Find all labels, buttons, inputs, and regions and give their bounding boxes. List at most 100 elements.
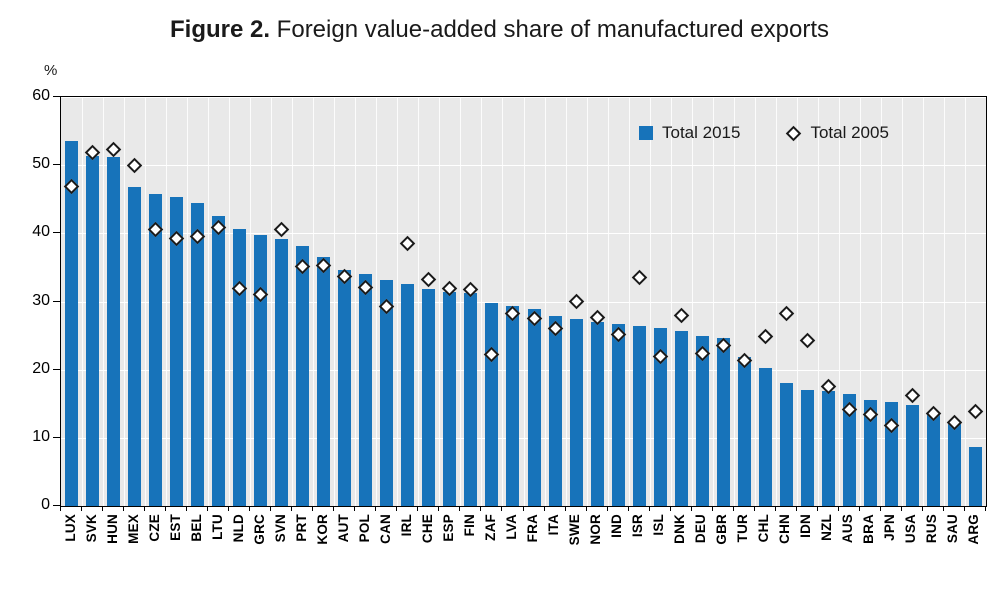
bar-RUS — [926, 412, 940, 506]
x-tick — [123, 506, 125, 511]
gridline-h-50 — [61, 165, 986, 167]
x-tick — [228, 506, 230, 511]
y-tick-20 — [53, 368, 60, 370]
x-tick — [816, 506, 818, 511]
chart-title-prefix: Figure 2. — [169, 16, 271, 43]
y-tick-30 — [53, 300, 60, 302]
x-tick-label-DNK: DNK — [672, 514, 688, 544]
x-tick — [774, 506, 776, 511]
diamond-CHE — [421, 271, 437, 287]
bar-IDN — [800, 390, 814, 506]
y-axis-unit-label: % — [44, 62, 58, 79]
x-tick-label-EST: EST — [167, 514, 183, 541]
bar-CHN — [779, 382, 793, 506]
x-tick-label-ZAF: ZAF — [482, 514, 498, 541]
bar-HUN — [107, 156, 121, 506]
y-tick-60 — [53, 96, 60, 97]
x-tick-label-HUN: HUN — [104, 514, 120, 544]
x-tick — [144, 506, 146, 511]
bar-ISR — [632, 326, 646, 506]
x-tick — [543, 506, 545, 511]
x-tick-label-LUX: LUX — [62, 514, 78, 542]
bar-SVN — [275, 238, 289, 506]
bar-ARG — [968, 446, 982, 506]
x-tick — [165, 506, 167, 511]
x-tick-label-ARG: ARG — [966, 514, 982, 545]
diamond-MEX — [126, 158, 143, 174]
diamond-IDN — [799, 332, 816, 349]
gridline-h-40 — [61, 233, 986, 235]
x-tick-label-FIN: FIN — [461, 514, 477, 537]
bar-IRL — [401, 283, 415, 506]
x-tick-label-LVA: LVA — [503, 514, 519, 540]
x-tick-label-CHN: CHN — [777, 514, 793, 544]
x-tick-label-NZL: NZL — [819, 514, 835, 541]
gridline-h-60 — [61, 97, 986, 98]
x-tick-label-ESP: ESP — [440, 514, 456, 542]
x-tick — [900, 506, 902, 511]
y-tick-50 — [53, 164, 60, 166]
x-tick-label-CHL: CHL — [756, 514, 772, 543]
chart-title-text: Foreign value-added share of manufacture… — [270, 16, 830, 43]
x-tick — [186, 506, 188, 511]
x-tick-label-BEL: BEL — [188, 514, 204, 542]
bar-DNK — [674, 330, 688, 506]
bar-MEX — [128, 186, 142, 506]
bar-NOR — [590, 321, 604, 506]
y-tick-label-0: 0 — [41, 496, 50, 513]
bar-IND — [611, 323, 625, 506]
x-tick-label-LTU: LTU — [209, 514, 225, 540]
diamond-IRL — [400, 235, 416, 252]
bar-ESP — [443, 291, 457, 506]
x-tick-label-USA: USA — [903, 514, 919, 544]
bar-GBR — [716, 338, 730, 506]
x-tick — [753, 506, 755, 511]
bar-SVK — [86, 156, 100, 506]
x-tick — [312, 506, 314, 511]
x-tick — [417, 506, 419, 511]
bar-POL — [359, 274, 373, 506]
y-tick-label-60: 60 — [32, 87, 50, 104]
bar-swatch-icon — [639, 126, 653, 140]
x-tick-label-TUR: TUR — [735, 514, 751, 543]
x-tick-label-ITA: ITA — [546, 514, 562, 536]
x-tick — [606, 506, 608, 511]
bar-EST — [170, 197, 184, 506]
x-tick — [711, 506, 713, 511]
bar-ZAF — [485, 302, 499, 506]
legend-item-total-2005: Total 2005 — [786, 123, 889, 143]
diamond-CHN — [778, 305, 795, 321]
x-tick-label-CHE: CHE — [419, 514, 435, 544]
bar-ITA — [548, 315, 562, 506]
bar-CHE — [422, 288, 436, 506]
x-tick — [249, 506, 251, 511]
x-tick — [627, 506, 629, 511]
bar-SAU — [947, 421, 961, 506]
x-tick-label-AUT: AUT — [335, 514, 351, 543]
bar-CAN — [380, 279, 394, 506]
y-tick-label-20: 20 — [32, 359, 50, 377]
y-tick-label-40: 40 — [32, 223, 50, 241]
x-tick-label-JPN: JPN — [882, 514, 898, 541]
x-tick — [921, 506, 923, 511]
x-tick — [60, 506, 61, 511]
legend-label-2005: Total 2005 — [810, 123, 889, 142]
x-tick — [375, 506, 377, 511]
x-tick-label-SAU: SAU — [945, 514, 961, 544]
x-tick-label-IDN: IDN — [798, 514, 814, 538]
bar-BEL — [191, 202, 205, 506]
plot-area: Total 2015 Total 2005 — [60, 96, 987, 507]
gridline-h-20 — [61, 369, 986, 371]
bar-ISL — [653, 328, 667, 506]
x-tick — [690, 506, 692, 511]
legend-label-2015: Total 2015 — [662, 123, 741, 142]
x-tick — [732, 506, 734, 511]
x-tick-label-DEU: DEU — [693, 514, 709, 544]
diamond-CHL — [757, 329, 774, 345]
x-tick-label-IRL: IRL — [398, 514, 414, 537]
bar-KOR — [317, 257, 331, 506]
x-tick-label-SWE: SWE — [567, 514, 583, 546]
y-tick-label-50: 50 — [32, 155, 50, 173]
x-tick-label-POL: POL — [356, 514, 372, 543]
